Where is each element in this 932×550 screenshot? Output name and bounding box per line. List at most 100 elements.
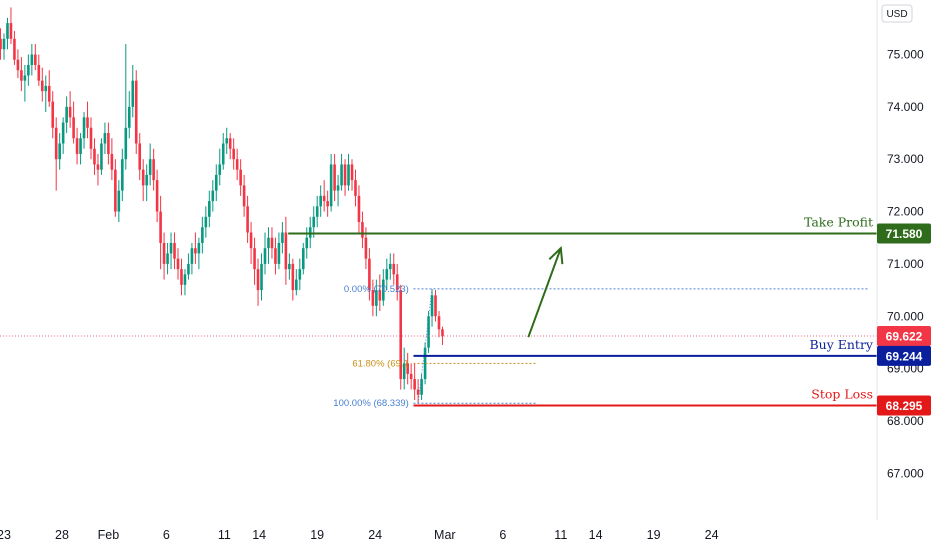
projection-arrow[interactable] [527, 246, 564, 338]
candle-body [343, 164, 347, 186]
candle-body [277, 242, 281, 264]
candle-body [20, 70, 23, 81]
candle-body [68, 106, 72, 118]
candle-body [416, 389, 420, 395]
candle-body [249, 232, 253, 249]
candle-body [72, 117, 75, 139]
candle-body [413, 379, 416, 390]
candle-body [124, 127, 128, 160]
fib-label-618: 61.80% (69.1 [352, 358, 409, 369]
price-axis[interactable]: USD 75.000 74.000 73.000 72.000 71.000 70.000… [876, 0, 931, 520]
y-tick-label: 75.000 [887, 48, 924, 62]
candle-body [242, 185, 246, 207]
last-price-badge [877, 326, 931, 347]
fib-label-0: 0.00% (70.523) [344, 284, 409, 295]
y-tick-label: 68.000 [887, 414, 924, 428]
candle-body [180, 269, 183, 285]
candle-body [253, 248, 256, 270]
candle-body [54, 127, 58, 160]
candle-body [51, 101, 55, 128]
candle-body [284, 232, 288, 270]
candle-body [2, 38, 6, 50]
candle-body [420, 379, 423, 395]
y-ticks: 75.00074.00073.00072.00071.00070.00069.0… [887, 48, 924, 481]
candle-body [221, 143, 225, 165]
currency-box[interactable] [881, 4, 913, 23]
candle-body [131, 80, 135, 107]
candle-body [427, 316, 430, 348]
candle-body [44, 85, 48, 92]
currency-label: USD [886, 9, 907, 20]
candle-body [166, 253, 169, 264]
candle-body [388, 263, 392, 270]
x-tick-label: 11 [218, 528, 231, 542]
y-tick-label: 71.000 [887, 257, 924, 271]
candle-body [89, 127, 93, 149]
candle-body [423, 347, 427, 380]
candle-body [350, 164, 354, 181]
candle-body [218, 164, 222, 175]
arrow-head [548, 246, 564, 265]
candle-body [159, 211, 162, 243]
candle-body [100, 143, 103, 170]
arrow-shaft [527, 247, 562, 338]
candle-body [6, 23, 9, 39]
x-tick-label: 19 [647, 528, 661, 542]
fib-label-100: 100.00% (68.339) [333, 398, 409, 409]
candle-body [37, 64, 41, 81]
x-ticks: 23 28 Feb 6 11 14 19 24 Mar 6 11 14 19 24 [0, 528, 719, 542]
candle-body [378, 290, 382, 301]
candle-body [406, 363, 409, 374]
candle-body [336, 185, 340, 191]
candle-body [333, 164, 336, 191]
x-tick-label: 6 [499, 528, 506, 542]
candle-body [134, 80, 138, 144]
candle-body [40, 80, 44, 92]
x-tick-label: 6 [163, 528, 170, 542]
candle-body [326, 201, 329, 207]
candle-body [308, 227, 312, 238]
candle-body [194, 248, 197, 254]
candle-body [392, 263, 396, 275]
take-profit-badge [877, 223, 931, 244]
candles-layer [0, 7, 444, 404]
x-tick-label: 23 [0, 528, 11, 542]
candle-body [27, 64, 30, 76]
candle-body [183, 274, 187, 285]
candle-body [152, 159, 155, 181]
price-badges: 69.622 71.580 69.244 68.295 [877, 223, 931, 416]
candle-body [298, 269, 302, 280]
time-axis[interactable]: 23 28 Feb 6 11 14 19 24 Mar 6 11 14 19 24 [0, 528, 719, 542]
candle-body [312, 216, 316, 228]
candle-body [315, 206, 319, 217]
candle-body [169, 242, 173, 254]
candle-body [232, 148, 235, 160]
candle-body [79, 138, 82, 154]
candle-body [382, 279, 385, 301]
candle-body [110, 153, 114, 170]
candle-body [329, 164, 333, 207]
trade-levels[interactable]: Take Profit Buy Entry Stop Loss [288, 215, 877, 407]
candle-body [30, 54, 34, 65]
candle-body [291, 263, 295, 291]
buy-entry-label: Buy Entry [809, 337, 873, 352]
candle-body [364, 237, 368, 259]
candle-body [162, 242, 166, 264]
candle-body [214, 174, 218, 191]
candle-body [347, 164, 350, 186]
candle-body [263, 248, 267, 264]
candle-body [138, 143, 142, 170]
x-tick-label: 14 [589, 528, 603, 542]
candle-body [86, 117, 89, 128]
candle-body [211, 190, 215, 202]
candle-body [319, 195, 322, 207]
candle-body [47, 85, 51, 102]
candle-body [228, 138, 232, 149]
candle-body [368, 258, 371, 291]
buy-entry-badge-text: 69.244 [886, 349, 923, 363]
stop-loss-badge-text: 68.295 [886, 399, 923, 413]
candle-body [197, 242, 201, 254]
fibonacci-retracement[interactable]: 0.00% (70.523) 61.80% (69.1 100.00% (68.… [333, 284, 870, 409]
candle-body [204, 216, 208, 228]
